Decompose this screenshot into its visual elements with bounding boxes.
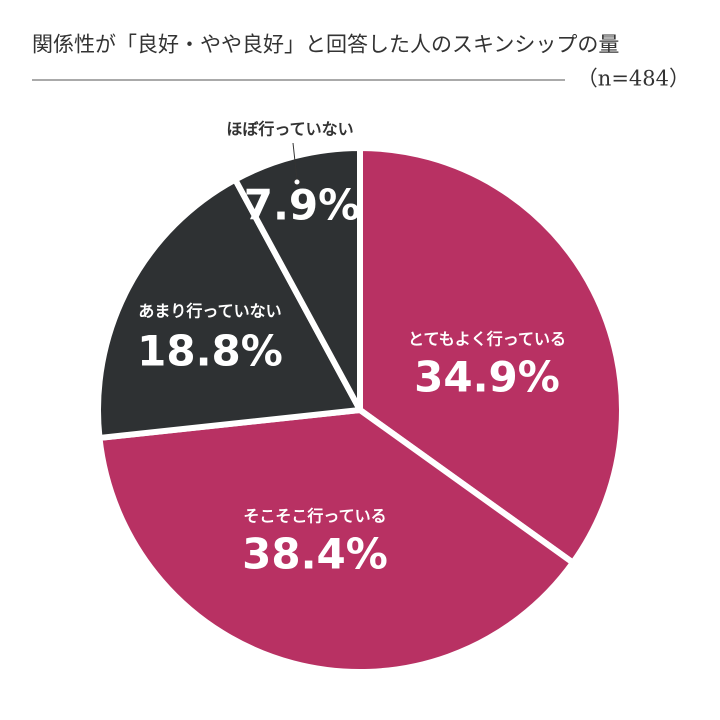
category-label: ほぼ行っていない [226, 120, 353, 139]
pie-slice [232, 145, 363, 413]
pie [95, 145, 625, 675]
pie-slice [357, 145, 625, 566]
labels: とてもよく行っている 34.9% そこそこ行っている 38.4% あまり行っていない 18… [137, 120, 566, 579]
value-label: 18.8% [137, 327, 283, 376]
pie-slice [96, 407, 576, 675]
value-label: 7.9% [244, 181, 360, 230]
value-label: 38.4% [242, 530, 388, 579]
category-label: そこそこ行っている [243, 507, 386, 526]
leader-line [292, 142, 298, 181]
category-label: あまり行っていない [138, 302, 281, 321]
leader-dot [293, 178, 301, 186]
value-label: 34.9% [414, 353, 560, 402]
chart-title: 関係性が「良好・やや良好」と回答した人のスキンシップの量 [32, 33, 619, 57]
category-label: とてもよく行っている [408, 330, 566, 349]
pie-slice [95, 176, 363, 441]
chart-subtitle: （n=484） [577, 67, 690, 91]
